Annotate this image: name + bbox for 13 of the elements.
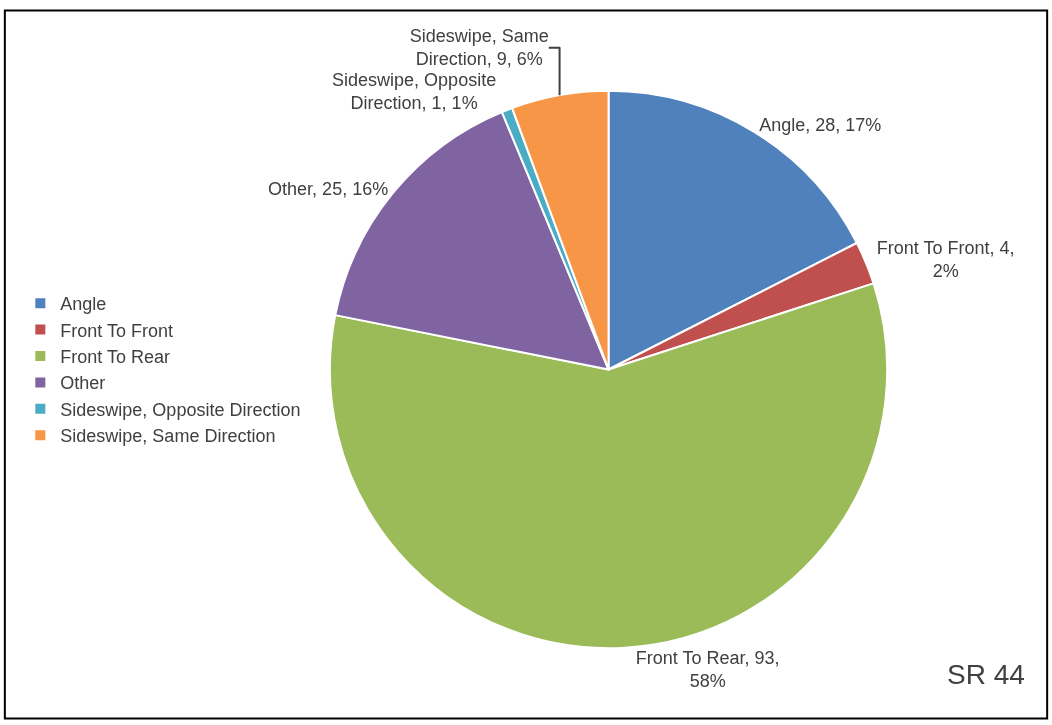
data-label: Angle, 28, 17% xyxy=(759,114,882,135)
data-label: Front To Rear, 93, 58% xyxy=(635,647,780,691)
legend-label: Sideswipe, Opposite Direction xyxy=(60,399,301,420)
legend-label: Other xyxy=(60,373,106,394)
legend-label: Angle xyxy=(60,294,107,315)
data-label: Sideswipe, Same Direction, 9, 6% xyxy=(409,26,549,70)
legend-label: Sideswipe, Same Direction xyxy=(60,426,276,447)
legend-label: Front To Front xyxy=(60,320,174,341)
data-label: Sideswipe, Opposite Direction, 1, 1% xyxy=(332,69,497,113)
legend-label: Front To Rear xyxy=(60,347,171,368)
data-label: Front To Front, 4, 2% xyxy=(876,237,1015,282)
text: SR 44 xyxy=(947,659,1025,690)
data-label: Other, 25, 16% xyxy=(268,178,389,199)
